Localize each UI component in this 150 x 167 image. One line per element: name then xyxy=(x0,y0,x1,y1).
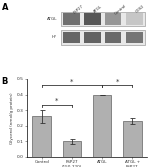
Bar xyxy=(126,32,142,43)
Bar xyxy=(84,32,100,43)
Bar xyxy=(63,13,80,25)
Bar xyxy=(123,121,142,157)
Bar xyxy=(61,30,145,45)
Bar xyxy=(105,13,122,25)
Bar xyxy=(32,116,51,157)
Text: H*: H* xyxy=(52,35,57,39)
Bar xyxy=(61,12,145,26)
Text: ATGL: ATGL xyxy=(46,17,57,21)
Text: *: * xyxy=(55,98,58,104)
Text: Control: Control xyxy=(114,4,128,16)
Bar xyxy=(126,13,142,25)
Bar xyxy=(84,13,100,25)
Text: A: A xyxy=(2,3,8,12)
Text: B: B xyxy=(2,77,8,86)
Bar xyxy=(105,32,122,43)
Bar xyxy=(63,32,80,43)
Y-axis label: Glycerol (nmol/g protein): Glycerol (nmol/g protein) xyxy=(11,92,14,144)
Text: *: * xyxy=(116,79,119,85)
Text: ATGL: ATGL xyxy=(93,4,103,13)
Bar xyxy=(93,95,111,157)
Text: FSP27: FSP27 xyxy=(72,4,84,15)
Bar xyxy=(63,141,81,157)
Text: *: * xyxy=(70,79,74,85)
Text: G0S2: G0S2 xyxy=(135,4,146,14)
